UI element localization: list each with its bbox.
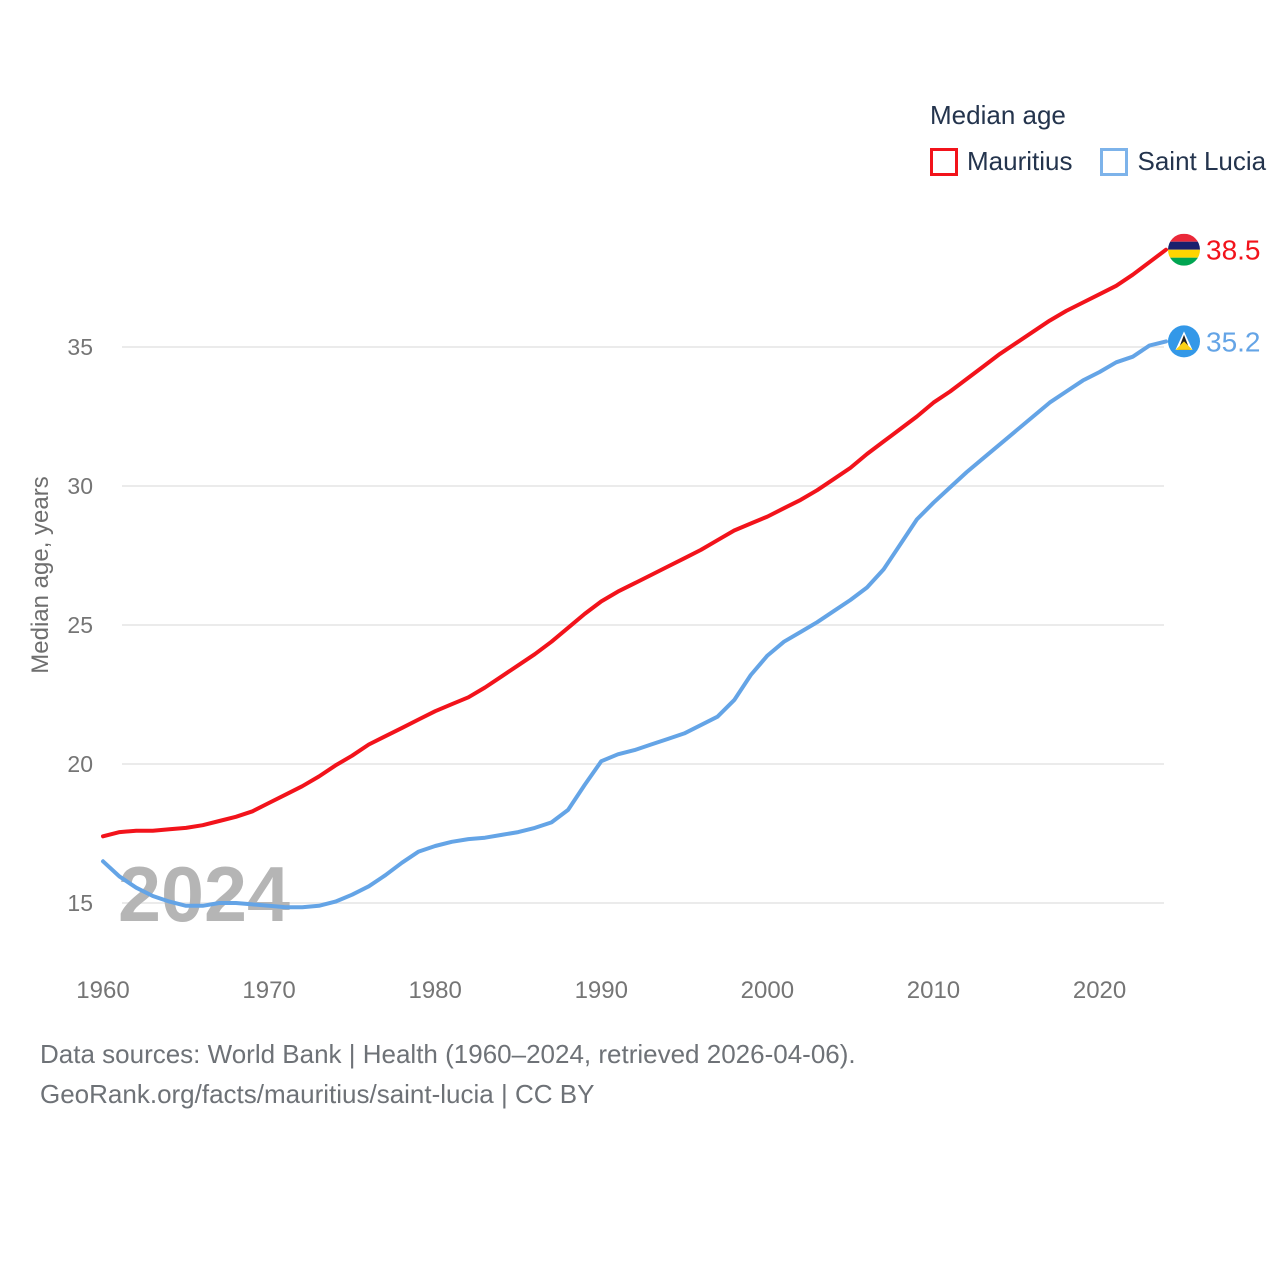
gridlines: 15 20 25 30 35 1960 1970 1980 1990 2000 2010 2020	[67, 334, 1164, 1004]
legend-item-label: Mauritius	[967, 146, 1073, 176]
legend-item-saint-lucia[interactable]: Saint Lucia	[1100, 146, 1266, 177]
mauritius-swatch-icon	[930, 147, 958, 176]
x-tick-label: 1980	[408, 977, 461, 1004]
mauritius-flag-icon	[1168, 233, 1200, 266]
y-tick-label: 15	[67, 890, 93, 916]
watermark-year: 2024	[118, 850, 290, 938]
y-tick-label: 30	[67, 473, 93, 499]
saint-lucia-flag-icon	[1168, 325, 1200, 358]
footer-link-line: GeoRank.org/facts/mauritius/saint-lucia …	[40, 1079, 595, 1109]
y-axis-title: Median age, years	[27, 476, 54, 673]
value-label-mauritius: 38.5	[1206, 235, 1261, 266]
x-tick-label: 1960	[76, 977, 129, 1004]
footer: Data sources: World Bank | Health (1960–…	[40, 1034, 856, 1114]
y-tick-label: 20	[67, 751, 93, 777]
x-tick-label: 1990	[575, 977, 628, 1004]
x-tick-label: 1970	[242, 977, 295, 1004]
legend-title: Median age	[930, 100, 1066, 130]
footer-source-line: Data sources: World Bank | Health (1960–…	[40, 1039, 856, 1069]
x-tick-label: 2010	[907, 977, 960, 1004]
legend-item-mauritius[interactable]: Mauritius	[930, 146, 1072, 177]
series-line-saint-lucia	[101, 339, 1168, 910]
x-tick-label: 2000	[741, 977, 794, 1004]
legend-item-label: Saint Lucia	[1137, 146, 1267, 176]
value-label-saint-lucia: 35.2	[1206, 326, 1261, 357]
y-tick-label: 35	[67, 334, 93, 360]
y-tick-label: 25	[67, 612, 93, 638]
saint-lucia-swatch-icon	[1100, 147, 1129, 176]
series-line-mauritius	[101, 247, 1168, 839]
legend-items: Mauritius Saint Lucia	[930, 146, 1266, 177]
x-tick-label: 2020	[1073, 977, 1126, 1004]
legend: Median age Mauritius Saint Lucia	[930, 100, 1266, 177]
